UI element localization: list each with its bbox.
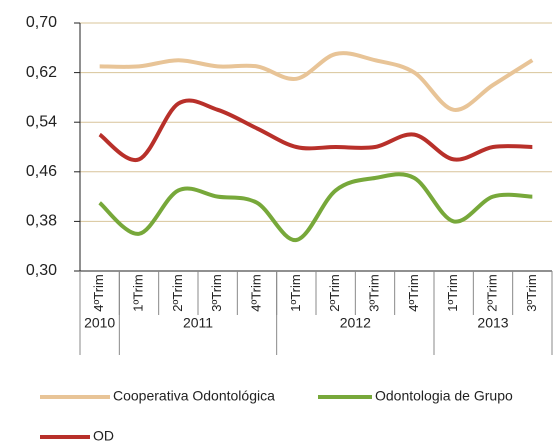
- legend-label: OD: [93, 428, 114, 444]
- x-tick-label: 1ºTrim: [445, 274, 460, 311]
- group-label: 2011: [183, 315, 213, 331]
- legend-label: Odontologia de Grupo: [375, 388, 513, 404]
- x-tick-label: 3ºTrim: [209, 274, 224, 311]
- y-tick-label: 0,30: [26, 262, 57, 279]
- group-label: 2012: [340, 315, 371, 331]
- y-tick-label: 0,38: [26, 213, 57, 230]
- x-tick-label: 3ºTrim: [524, 274, 539, 311]
- legend-label: Cooperativa Odontológica: [113, 388, 275, 404]
- group-label: 2010: [84, 315, 115, 331]
- x-tick-label: 2ºTrim: [170, 274, 185, 311]
- series-line: [98, 172, 533, 242]
- x-tick-label: 2ºTrim: [327, 274, 342, 311]
- x-tick-label: 4ºTrim: [248, 274, 263, 311]
- x-tick-label: 2ºTrim: [484, 274, 499, 311]
- x-tick-label: 1ºTrim: [288, 274, 303, 311]
- group-label: 2013: [477, 315, 508, 331]
- y-tick-label: 0,54: [26, 113, 57, 130]
- x-tick-label: 3ºTrim: [366, 274, 381, 311]
- y-tick-label: 0,62: [26, 64, 57, 81]
- x-tick-label: 1ºTrim: [130, 274, 145, 311]
- y-tick-label: 0,70: [26, 14, 57, 31]
- series-line: [99, 51, 534, 112]
- x-tick-label: 4ºTrim: [406, 274, 421, 311]
- series-line: [98, 98, 533, 162]
- x-tick-label: 4ºTrim: [91, 274, 106, 311]
- y-tick-label: 0,46: [26, 163, 57, 180]
